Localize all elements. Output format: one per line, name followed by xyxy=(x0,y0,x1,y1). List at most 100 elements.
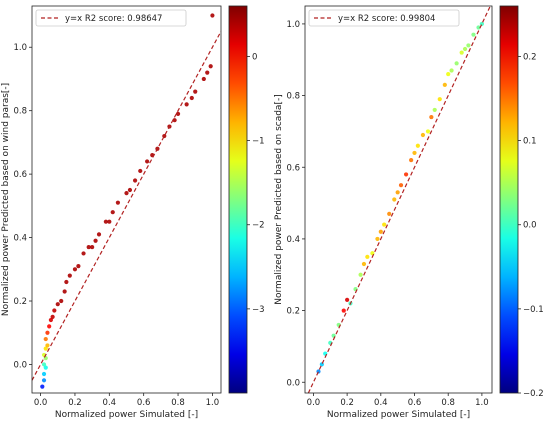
colorbar: −3 −2 −1 0 xyxy=(228,5,265,394)
scatter-point xyxy=(41,378,47,383)
colorbar-tick-label: −0.1 xyxy=(523,305,544,315)
scatter-point xyxy=(459,50,464,55)
scatter-point xyxy=(378,229,383,234)
axes-frame xyxy=(304,5,493,394)
scatter-point xyxy=(96,232,102,237)
scatter-point xyxy=(429,114,434,120)
x-tick-label: 0.2 xyxy=(340,398,354,408)
colorbar-tick-label: −3 xyxy=(252,305,265,315)
x-axis-label: Normalized power Simulated [-] xyxy=(327,410,470,420)
scatter-point xyxy=(43,365,48,370)
scatter-point xyxy=(184,102,189,107)
scatter-point xyxy=(387,211,392,216)
legend: y=x R2 score: 0.98647 xyxy=(35,9,187,27)
axes-frame xyxy=(31,5,222,394)
scatter-point xyxy=(471,32,476,37)
colorbar-tick-label: −0.2 xyxy=(523,389,544,399)
colorbar-tick-label: −1 xyxy=(252,137,265,147)
scatter-point xyxy=(201,76,206,82)
scatter-point xyxy=(398,183,404,188)
scatter-point xyxy=(64,279,69,285)
scatter-point xyxy=(476,25,481,30)
scatter-point xyxy=(432,107,437,113)
x-tick-label: 0.2 xyxy=(68,398,82,408)
y-tick-label: 0.8 xyxy=(13,107,27,117)
colorbar-tick-label: 0.1 xyxy=(523,137,537,147)
scatter-point xyxy=(462,46,468,52)
scatter-point xyxy=(90,244,95,250)
scatter-point xyxy=(415,143,420,148)
scatter-point xyxy=(442,82,447,87)
colorbar: −0.2 −0.1 0.0 0.1 0.2 xyxy=(499,5,544,399)
colorbar-tick-label: 0.0 xyxy=(523,221,537,231)
x-axis-label: Normalized power Simulated [-] xyxy=(55,410,198,420)
scatter-point xyxy=(93,238,98,243)
scatter-point xyxy=(43,346,48,351)
y-tick-label: 0.2 xyxy=(13,297,27,307)
colorbar-gradient xyxy=(499,5,519,394)
scatter-point xyxy=(412,150,417,156)
scatter-point xyxy=(62,289,67,294)
scatter-point xyxy=(76,264,81,269)
scatter-point xyxy=(52,308,57,313)
scatter-point xyxy=(41,362,47,367)
x-tick-label: 0.8 xyxy=(171,398,185,408)
right-scatter-plot: 0.0 0.2 0.4 0.6 0.8 1.0 0.0 0.2 0.4 0.6 0.8 1.0 Norm… xyxy=(274,5,544,420)
scatter-point xyxy=(175,111,181,116)
scatter-point xyxy=(145,159,150,164)
scatter-points xyxy=(40,13,215,389)
scatter-point xyxy=(392,197,397,202)
x-tick-label: 1.0 xyxy=(475,398,489,408)
scatter-point xyxy=(437,97,442,102)
left-scatter-plot: 0.0 0.2 0.4 0.6 0.8 1.0 0.0 0.2 0.4 0.6 0.8 1.0 Norm… xyxy=(1,5,265,420)
y-tick-label: 0.6 xyxy=(286,163,300,173)
scatter-point xyxy=(48,317,54,323)
scatter-point xyxy=(138,168,143,174)
x-tick-label: 0.6 xyxy=(137,398,151,408)
scatter-point xyxy=(81,251,86,256)
scatter-point xyxy=(189,95,194,101)
colorbar-gradient xyxy=(228,5,248,394)
y-tick-label: 0.6 xyxy=(13,170,27,180)
x-tick-label: 0.6 xyxy=(408,398,422,408)
scatter-point xyxy=(107,219,112,224)
legend-box xyxy=(35,9,187,27)
x-tick-label: 0.0 xyxy=(307,398,321,408)
scatter-point xyxy=(50,314,55,319)
colorbar-tick-label: 0 xyxy=(252,52,257,62)
scatter-point xyxy=(86,244,91,250)
x-tick-label: 0.4 xyxy=(103,398,117,408)
scatter-point xyxy=(358,272,363,277)
y-axis-label: Normalized power Predicted based on scad… xyxy=(274,94,284,304)
scatter-point xyxy=(449,68,454,73)
scatter-point xyxy=(205,70,210,75)
scatter-point xyxy=(103,219,108,224)
legend: y=x R2 score: 0.99804 xyxy=(308,9,460,27)
y-tick-label: 1.0 xyxy=(286,20,300,30)
scatter-point xyxy=(446,71,451,77)
scatter-point xyxy=(395,190,400,195)
scatter-point xyxy=(319,362,324,367)
scatter-point xyxy=(59,298,64,304)
x-tick-label: 0.0 xyxy=(34,398,48,408)
legend-box xyxy=(308,9,460,27)
y-tick-label: 0.4 xyxy=(286,235,300,245)
scatter-point xyxy=(466,43,471,48)
legend-label: y=x R2 score: 0.99804 xyxy=(338,14,435,24)
scatter-point xyxy=(208,64,213,69)
scatter-point xyxy=(47,324,52,329)
scatter-point xyxy=(124,191,129,196)
scatter-point xyxy=(127,187,133,193)
y-axis-label: Normalized power Predicted based on wind… xyxy=(1,83,11,316)
scatter-point xyxy=(67,273,72,278)
scatter-point xyxy=(55,302,60,307)
colorbar-tick-label: 0.2 xyxy=(523,52,537,62)
plot-area xyxy=(32,6,221,393)
scatter-point xyxy=(172,118,177,123)
scatter-point xyxy=(420,132,426,138)
scatter-point xyxy=(110,210,115,215)
reference-line-y-equals-x xyxy=(32,31,221,381)
scatter-point xyxy=(479,21,484,27)
y-tick-label: 0.4 xyxy=(13,234,27,244)
